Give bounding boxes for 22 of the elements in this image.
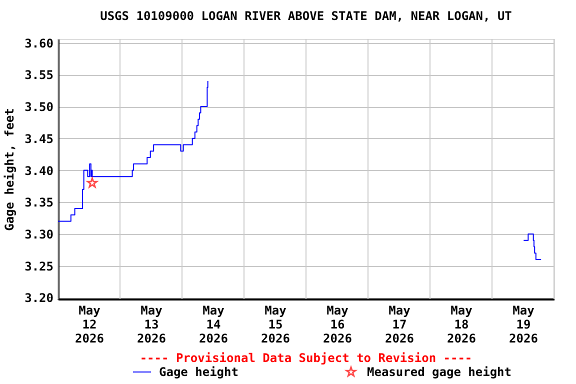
y-tick-label: 3.30 — [24, 228, 54, 242]
y-axis-title: Gage height, feet — [2, 108, 17, 231]
x-tick-label: May 12 2026 — [75, 304, 104, 346]
x-tick-label: May 18 2026 — [447, 304, 476, 346]
y-tick-label: 3.50 — [24, 100, 54, 114]
x-tick-label: May 15 2026 — [261, 304, 290, 346]
x-tick-label: May 17 2026 — [385, 304, 414, 346]
text: ---- Provisional Data Subject to Revision ---- — [140, 351, 472, 365]
y-tick-label: 3.35 — [24, 196, 54, 210]
y-tick-label: 3.40 — [24, 164, 54, 178]
x-tick-label: May 19 2026 — [509, 304, 538, 346]
y-tick-label: 3.45 — [24, 132, 54, 146]
chart-title: USGS 10109000 LOGAN RIVER ABOVE STATE DAM, NEAR LOGAN, UT — [100, 8, 512, 23]
x-tick-label: May 13 2026 — [137, 304, 166, 346]
legend-label: Measured gage height — [367, 365, 512, 379]
y-tick-label: 3.55 — [24, 68, 54, 82]
x-tick-label: May 16 2026 — [323, 304, 352, 346]
y-tick-label: 3.20 — [24, 291, 54, 306]
y-tick-label: 3.25 — [24, 259, 54, 274]
x-tick-label: May 14 2026 — [199, 304, 228, 346]
y-tick-label: 3.60 — [24, 36, 54, 50]
legend-label: Gage height — [159, 365, 238, 379]
